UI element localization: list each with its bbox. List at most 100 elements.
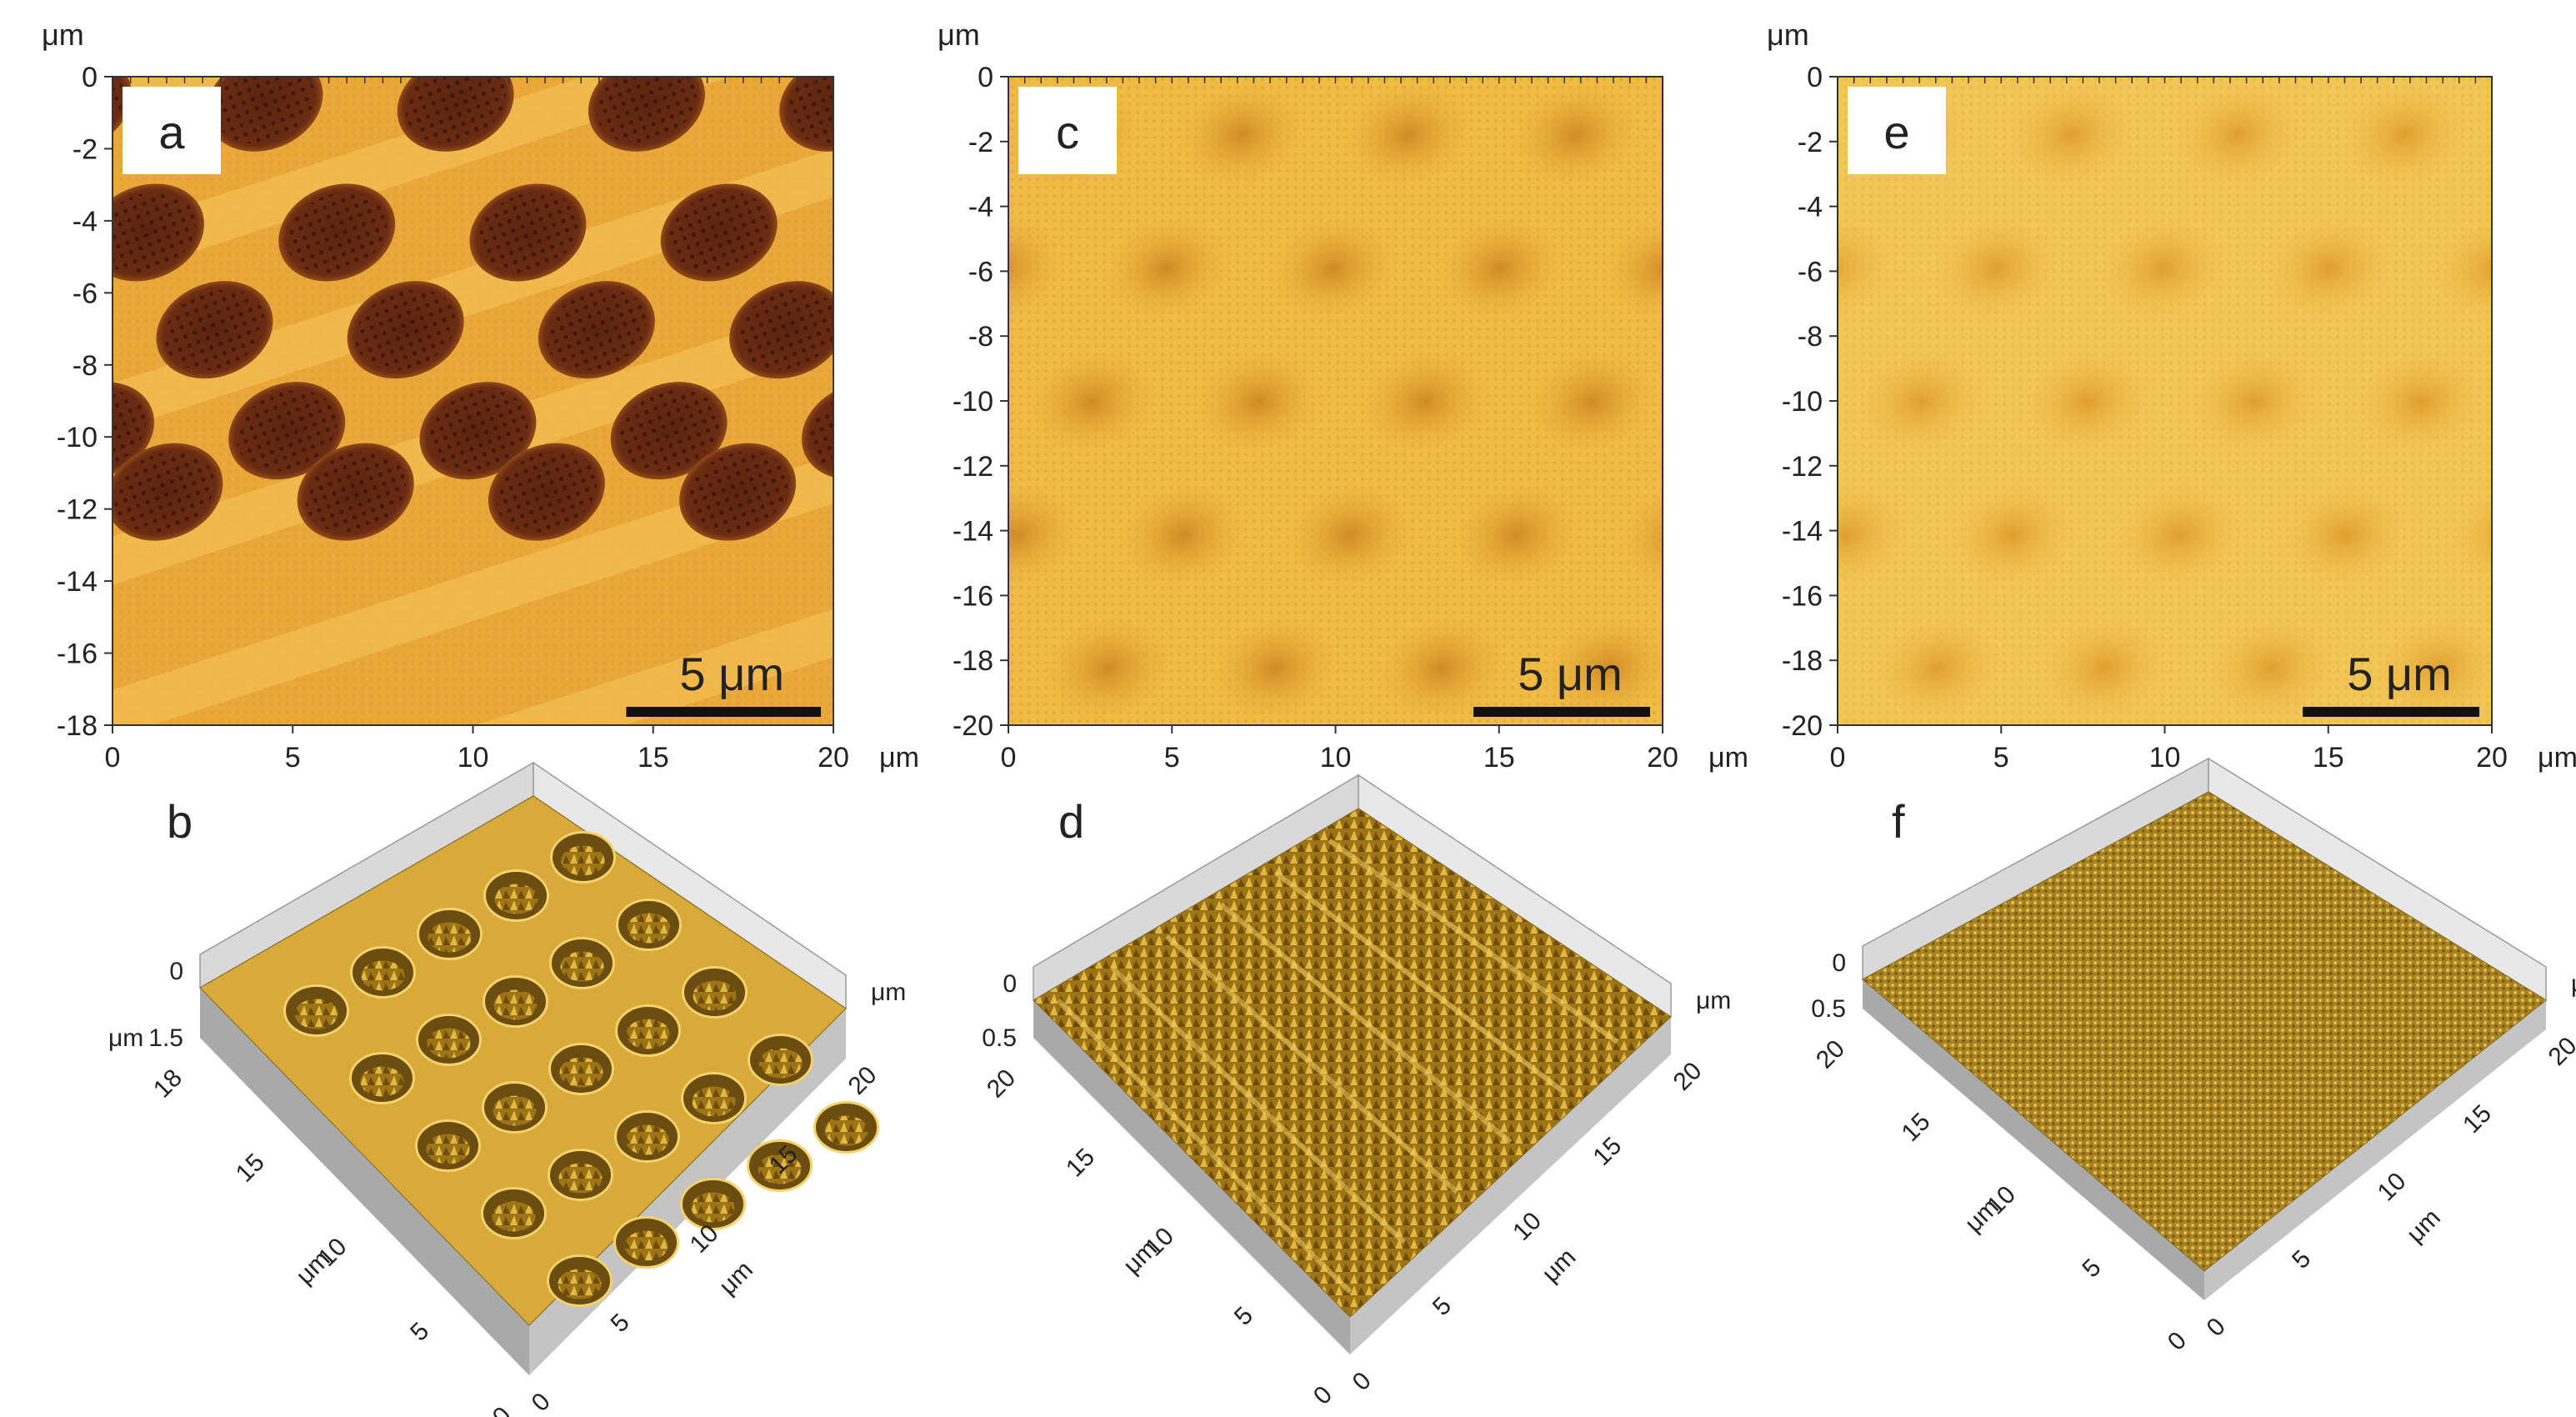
left-axis-tick-label: 0 — [1308, 1381, 1338, 1410]
right-corner-unit: μm — [871, 979, 906, 1006]
y-axis-unit: μm — [938, 18, 980, 52]
pit — [1027, 348, 1157, 455]
y-tick-label: -18 — [57, 710, 98, 742]
left-axis-tick-label: 20 — [982, 1064, 1021, 1104]
left-axis-tick-label: 15 — [1897, 1108, 1936, 1147]
pit — [1210, 615, 1340, 722]
y-tick-label: -2 — [1798, 127, 1823, 158]
y-tick-label: -16 — [57, 638, 98, 670]
side-wall-left — [200, 988, 529, 1375]
pit — [0, 167, 28, 298]
z-tick-label: 1.5 — [148, 1024, 183, 1052]
x-tick-label: 0 — [105, 742, 121, 774]
y-tick-label: -4 — [73, 206, 98, 238]
right-axis-tick-label: 10 — [1508, 1207, 1547, 1246]
pit — [1618, 482, 1663, 588]
y-axis-unit: μm — [1767, 18, 1809, 52]
pit — [1666, 68, 1818, 202]
pit — [1873, 615, 2003, 722]
panel-letter: a — [158, 106, 185, 158]
side-wall-right — [2204, 1000, 2546, 1300]
right-corner-unit: μm — [1696, 987, 1731, 1014]
z-tick-label: 0 — [1003, 970, 1017, 998]
x-tick-label: 15 — [1483, 742, 1515, 774]
y-tick-label: -8 — [968, 321, 993, 353]
y-tick-label: 0 — [978, 62, 993, 93]
pit — [1285, 482, 1415, 588]
x-tick-label: 5 — [1164, 742, 1180, 774]
ridge — [1273, 870, 1566, 1094]
y-tick-label: -6 — [1798, 256, 1823, 288]
surface-top — [199, 795, 847, 1326]
pit — [1856, 348, 1986, 455]
y-tick-label: -10 — [57, 422, 98, 453]
y-tick-label: -12 — [953, 451, 993, 483]
y-tick-label: -16 — [953, 580, 993, 612]
panel-letter: c — [1056, 106, 1079, 158]
ridge — [1110, 966, 1406, 1244]
pit — [1527, 348, 1657, 455]
left-axis-tick-label: 18 — [148, 1064, 188, 1104]
left-axis-tick-label: 15 — [1061, 1144, 1100, 1183]
y-tick-label: -20 — [1782, 710, 1823, 742]
panel-label-box — [123, 87, 221, 174]
y-axis-unit: μm — [42, 18, 84, 52]
pit — [837, 167, 983, 298]
pit — [2373, 615, 2492, 722]
x-tick-label: 5 — [1993, 742, 2009, 774]
z-tick-label: 0 — [169, 958, 183, 985]
scale-bar — [1473, 707, 1650, 717]
pit — [2495, 68, 2576, 202]
right-axis-tick-label: 20 — [843, 1061, 883, 1100]
pit — [1118, 482, 1248, 588]
pit — [1452, 482, 1582, 588]
right-corner-unit: μm — [2571, 970, 2576, 998]
pit — [1177, 82, 1307, 188]
pit — [2098, 215, 2228, 322]
x-tick-label: 15 — [2313, 742, 2344, 774]
x-tick-label: 20 — [1647, 742, 1678, 774]
pit — [2039, 615, 2169, 722]
y-tick-label: -10 — [1782, 386, 1823, 418]
pit — [2006, 82, 2136, 188]
pit — [1838, 482, 1911, 588]
right-axis-tick-label: 5 — [2287, 1245, 2316, 1274]
z-tick-label: 0 — [1832, 949, 1846, 977]
pit — [833, 68, 985, 202]
right-axis-tick-label: 5 — [606, 1309, 635, 1338]
left-axis-tick-label: 5 — [2077, 1254, 2106, 1283]
side-wall-right — [1350, 1017, 1671, 1354]
x-tick-label: 5 — [285, 742, 301, 774]
x-tick-label: 20 — [2476, 742, 2508, 774]
pit — [2512, 335, 2576, 468]
pit — [1043, 615, 1173, 722]
pit — [1948, 482, 2078, 588]
ridge — [1165, 934, 1459, 1194]
pit — [1343, 82, 1473, 188]
scale-bar — [626, 707, 821, 717]
x-axis-unit: μm — [879, 742, 919, 774]
y-tick-label: -12 — [1782, 451, 1823, 483]
pit — [2528, 602, 2576, 735]
pit — [1699, 602, 1852, 735]
y-tick-label: -6 — [73, 278, 98, 309]
y-tick-label: -18 — [953, 645, 993, 677]
y-tick-label: -8 — [1798, 321, 1823, 353]
x-tick-label: 15 — [638, 742, 669, 774]
y-tick-label: -20 — [953, 710, 993, 742]
left-axis-tick-label: 5 — [1229, 1302, 1258, 1331]
y-tick-label: -4 — [968, 192, 993, 223]
right-axis-tick-label: 0 — [527, 1388, 556, 1417]
left-axis-tick-label: 20 — [1811, 1035, 1850, 1074]
pit — [1008, 215, 1065, 322]
pit — [1360, 348, 1490, 455]
panel-letter: e — [1883, 106, 1909, 158]
pit — [1268, 215, 1398, 322]
x-tick-label: 10 — [1320, 742, 1352, 774]
y-tick-label: -2 — [73, 133, 98, 165]
